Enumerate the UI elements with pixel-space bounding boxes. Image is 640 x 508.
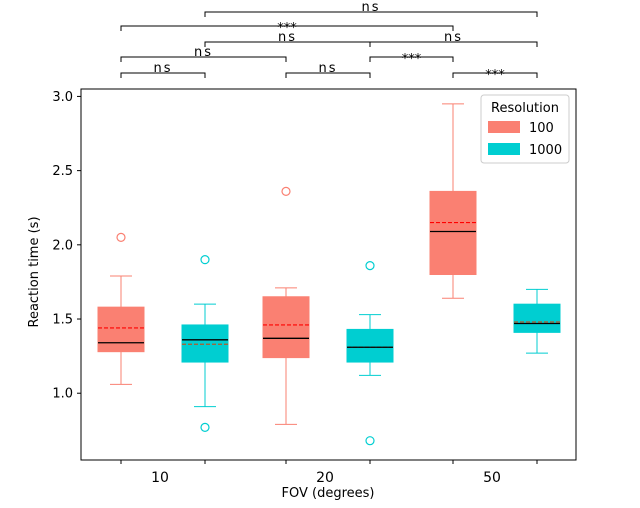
box-iqr	[262, 296, 310, 359]
legend-swatch-100	[488, 121, 520, 133]
bracket-line	[369, 56, 454, 62]
y-tick-label: 1.0	[52, 387, 73, 402]
x-tick-label-50: 50	[483, 470, 501, 486]
bracket-20-100-20-1000: ns	[285, 61, 371, 78]
box-20-1000	[346, 260, 394, 446]
y-tick-label: 1.5	[52, 313, 73, 328]
legend: Resolution 100 1000	[480, 94, 570, 164]
box-iqr	[97, 306, 145, 353]
outlier	[116, 232, 126, 242]
y-tick-label: 2.0	[52, 238, 73, 253]
outlier	[200, 422, 210, 432]
bracket-label: ***	[277, 21, 297, 36]
outlier	[200, 255, 210, 265]
box-iqr	[429, 190, 477, 275]
bracket-line	[204, 11, 538, 17]
bracket-line	[285, 72, 371, 78]
bracket-10-100-50-100: ***	[120, 21, 454, 36]
outlier	[365, 260, 375, 271]
bracket-label: ns	[194, 45, 213, 60]
box-10-100	[97, 232, 145, 385]
y-axis: 1.0 1.5 2.0 2.5 3.0	[52, 90, 81, 402]
legend-swatch-1000	[488, 143, 520, 155]
bracket-label: ***	[485, 68, 505, 83]
x-axis: 10 20 50	[120, 460, 538, 486]
outlier	[281, 186, 291, 196]
bracket-50-100-50-1000: ***	[452, 68, 538, 83]
bracket-label: ns	[153, 61, 172, 76]
bracket-10-1000-50-1000: ns	[204, 0, 538, 17]
bracket-line	[369, 41, 538, 47]
bracket-line	[120, 72, 206, 78]
outlier	[365, 436, 375, 446]
legend-title: Resolution	[491, 101, 559, 116]
box-iqr	[346, 328, 394, 363]
bracket-10-100-10-1000: ns	[120, 61, 206, 78]
y-tick-label: 2.5	[52, 164, 73, 179]
bracket-20-1000-50-1000: ns	[369, 30, 538, 47]
legend-label-1000: 1000	[529, 143, 562, 158]
bracket-line	[120, 25, 454, 31]
bracket-label: ns	[278, 30, 297, 45]
y-axis-label: Reaction time (s)	[27, 216, 42, 327]
bracket-20-1000-50-100: ***	[369, 52, 454, 67]
x-tick-label-20: 20	[316, 470, 334, 486]
bracket-line	[120, 56, 287, 62]
x-axis-label: FOV (degrees)	[282, 486, 375, 501]
bracket-label: ns	[318, 61, 337, 76]
significance-brackets: ns ns ***ns ***ns ns***ns	[120, 0, 538, 83]
box-iqr	[181, 324, 229, 363]
bracket-label: ***	[402, 52, 422, 67]
boxes	[97, 103, 561, 446]
box-iqr	[513, 303, 561, 333]
x-tick-label-10: 10	[151, 470, 169, 486]
plot-area	[80, 88, 577, 461]
legend-label-100: 100	[529, 121, 554, 136]
box-10-1000	[181, 255, 229, 432]
bracket-line	[452, 72, 538, 78]
bracket-10-100-20-100: ns	[120, 45, 287, 62]
bracket-label: ns	[444, 30, 463, 45]
bracket-label: ns	[361, 0, 380, 15]
box-20-100	[262, 186, 310, 425]
box-50-100	[429, 103, 477, 299]
y-tick-label: 3.0	[52, 90, 73, 105]
box-50-1000	[513, 288, 561, 354]
